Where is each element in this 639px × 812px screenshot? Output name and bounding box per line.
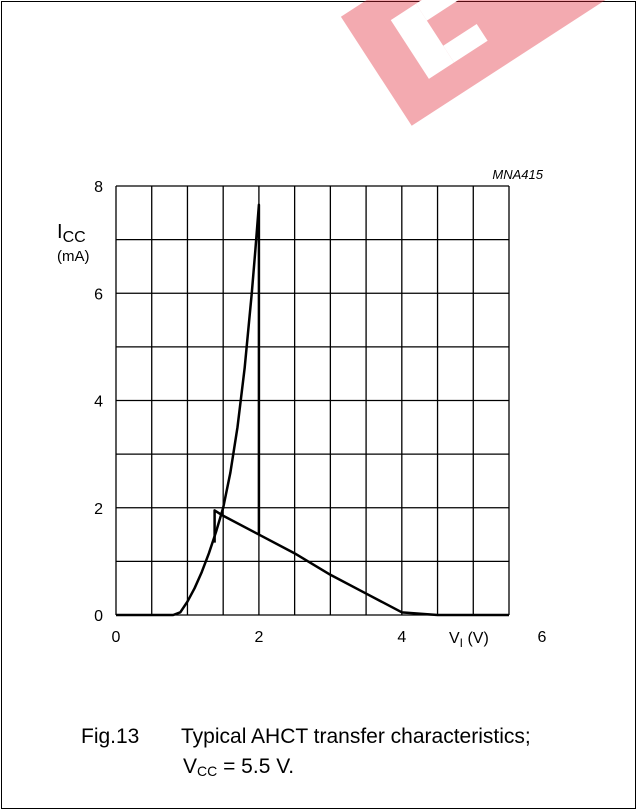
x-tick-label: 0 [112,629,121,646]
x-tick-label: 6 [538,629,547,646]
y-tick-label: 8 [94,179,103,196]
x-axis-unit: (V) [463,630,489,647]
chart-curves [116,203,509,617]
figure-caption: Fig.13 Typical AHCT transfer characterist… [81,722,531,786]
y-tick-label: 4 [94,394,103,411]
figure-number: Fig.13 [81,725,140,748]
series-line [116,203,261,617]
y-tick-label: 0 [94,608,103,625]
series-line [213,509,509,617]
x-tick-label: 4 [397,629,406,646]
y-tick-label: 2 [94,501,103,518]
y-axis-label: ICC [57,221,86,246]
y-axis-symbol: I [57,221,63,243]
tick-labels: 0 2 4 6 0 2 4 6 8 [94,179,546,646]
y-axis-subscript: CC [63,229,86,246]
x-axis-label: VI (V) [449,630,489,650]
x-axis-subscript: I [460,636,463,650]
figure-code: MNA415 [492,167,543,182]
x-tick-label: 2 [254,629,263,646]
y-axis-unit: (mA) [57,248,90,265]
x-axis-symbol: V [449,630,460,647]
caption-text: Typical AHCT transfer characteristics; [181,725,531,748]
chart-grid [115,185,510,616]
caption-condition: VCC = 5.5 V. [183,755,295,779]
y-tick-label: 6 [94,286,103,303]
